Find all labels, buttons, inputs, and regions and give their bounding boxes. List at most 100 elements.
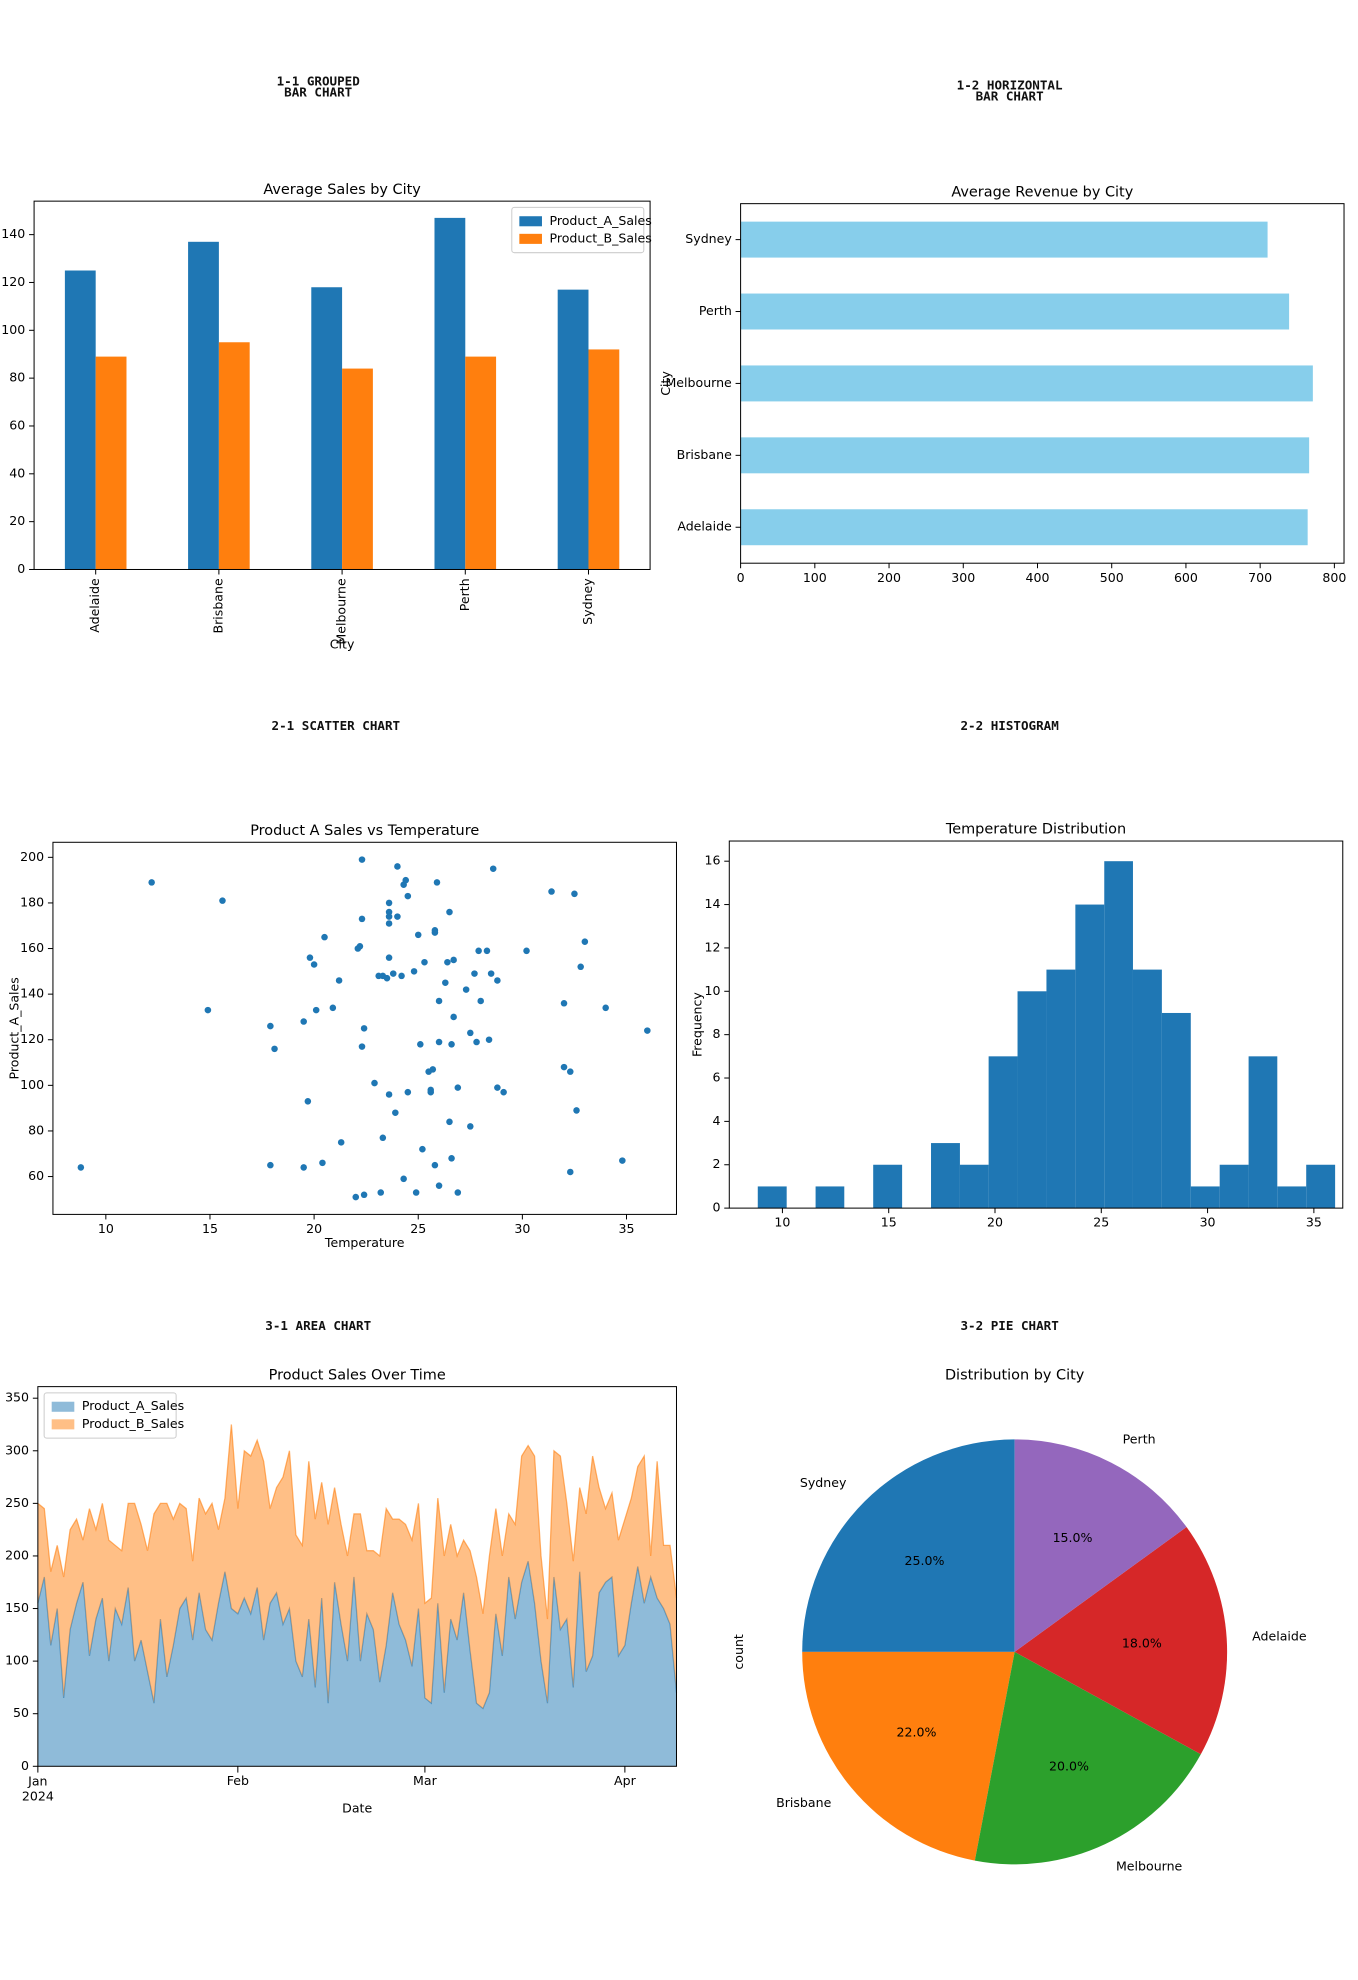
point [352,1193,360,1201]
bar [311,287,343,570]
x-tick-label: 100 [803,570,827,585]
bar [218,342,250,570]
x-tick-label: 200 [877,570,901,585]
slice-value-label: 18.0% [1122,1635,1162,1650]
x-tick-label: 300 [951,570,975,585]
point [444,958,451,966]
y-tick-label: 80 [9,370,25,385]
point [300,1018,307,1025]
point [394,863,401,870]
legend-label: Product_A_Sales [82,1398,184,1413]
bar [188,241,219,570]
chart-title: Distribution by City [945,1367,1085,1383]
x-axis-label: City [330,636,355,651]
x-axis-label: Temperature [324,1235,405,1250]
axes-frame [52,841,677,1215]
point [454,1189,462,1196]
y-tick-label: 12 [704,939,720,954]
y-axis-label: City [658,371,673,396]
y-tick-label: 60 [28,1168,44,1183]
point [429,1066,437,1073]
point [446,908,453,916]
y-tick-label: 80 [28,1122,44,1137]
point [400,1175,407,1183]
point [560,1063,568,1071]
point [312,1006,320,1014]
y-tick-label: Adelaide [677,519,732,534]
x-tick-label: 35 [1306,1215,1322,1230]
x-tick-label: Sydney [580,578,595,625]
point [385,908,393,916]
y-tick-label: 120 [1,274,25,289]
point [404,892,412,900]
hist-bar [873,1164,903,1209]
bar [465,356,497,570]
pie-slice [1014,1527,1228,1755]
point [477,997,484,1005]
slice-value-label: 22.0% [896,1725,936,1740]
point [417,1041,424,1048]
bar [434,217,466,570]
point [421,958,428,966]
y-tick-label: 160 [20,940,44,955]
point [435,997,443,1005]
point [450,1013,457,1021]
point [523,947,530,955]
section-heading: 1-2 HORIZONTAL BAR CHART [957,77,1063,103]
point [394,913,401,920]
bar [588,349,620,570]
point [489,865,497,873]
y-tick-label: Melbourne [665,375,732,390]
chart-title: Temperature Distribution [945,822,1126,838]
point [571,890,578,898]
slice-label: Sydney [800,1475,847,1490]
point [567,1168,574,1176]
pie-slice [802,1651,1015,1861]
point [385,913,393,920]
point [335,977,343,984]
point [358,856,366,863]
point [358,915,366,923]
pie-slice [974,1651,1201,1865]
x-tick-label: Perth [457,578,472,611]
point [619,1157,626,1164]
point [271,1045,278,1053]
y-tick-label: 200 [5,1547,29,1562]
point [467,1029,474,1037]
point [304,1098,312,1105]
point [389,970,397,977]
x-tick-label: 25 [410,1221,426,1236]
x-tick-label: 20 [987,1215,1003,1230]
section-heading: 2-1 SCATTER CHART [272,718,401,733]
hist-bar [1306,1164,1336,1209]
y-tick-label: Perth [699,303,732,318]
point [448,1155,455,1162]
y-tick-label: 40 [9,465,25,480]
y-tick-label: 350 [5,1390,29,1405]
hist-bar [1104,861,1133,1209]
bar [740,293,1290,330]
point [435,1182,443,1189]
point [398,972,405,980]
point [267,1022,274,1030]
hist-bar [1219,1164,1249,1209]
point [321,933,328,941]
chart-title: Product A Sales vs Temperature [250,823,479,839]
section-heading: 2-2 HISTOGRAM [960,718,1059,733]
point [371,1079,378,1087]
y-tick-label: 6 [712,1070,720,1085]
axes-frame [37,1386,677,1767]
x-tick-label: 600 [1174,570,1198,585]
point [473,1038,480,1046]
point [360,1025,368,1032]
point [404,1088,412,1096]
point [392,1109,399,1116]
point [431,1161,439,1169]
point [487,970,495,977]
x-tick-label: 15 [202,1221,218,1236]
slice-value-label: 25.0% [905,1553,945,1568]
y-tick-label: 20 [9,513,25,528]
point [467,1123,474,1130]
point [485,1036,493,1044]
point [385,954,393,961]
